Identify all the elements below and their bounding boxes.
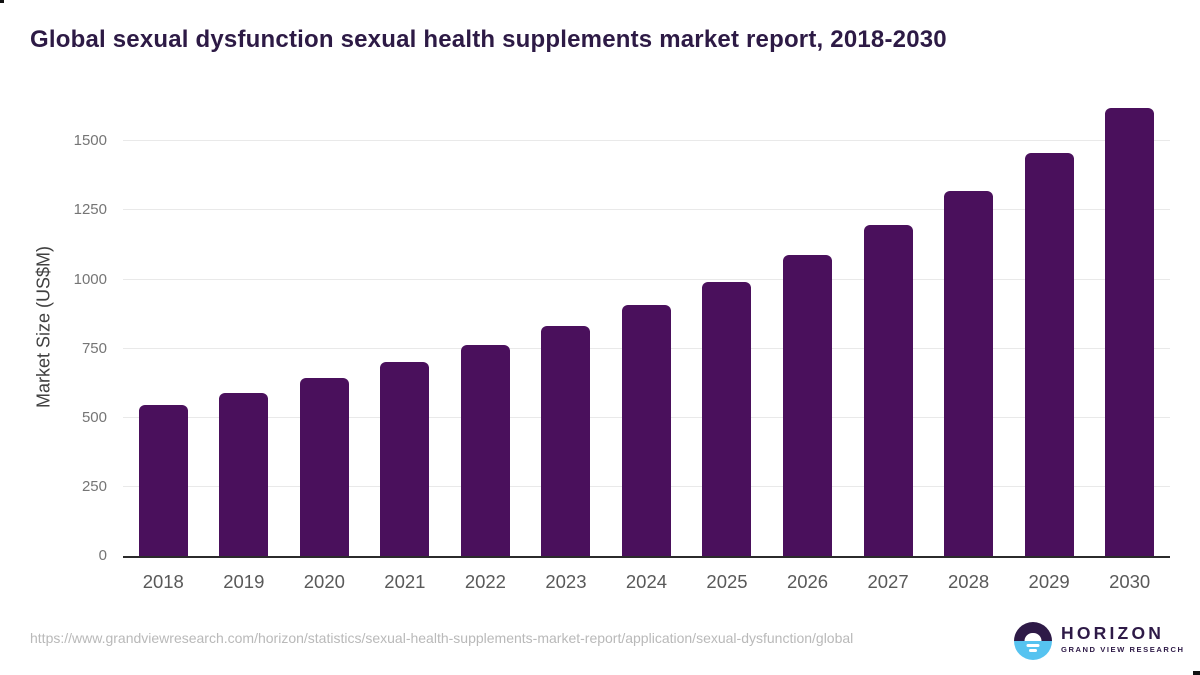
bar-group-2021: 2021 xyxy=(365,95,446,592)
logo-tagline: GRAND VIEW RESEARCH xyxy=(1061,645,1185,654)
bar-2025 xyxy=(702,282,752,556)
x-tick-2020: 2020 xyxy=(303,571,345,592)
gridline-1250 xyxy=(123,209,1170,211)
y-tick-750: 750 xyxy=(81,339,107,357)
bar-group-2030: 2030 xyxy=(1089,95,1170,592)
x-tick-2023: 2023 xyxy=(545,571,587,592)
x-tick-2021: 2021 xyxy=(384,571,426,592)
sun-icon xyxy=(1024,632,1042,641)
bar-2023 xyxy=(541,325,591,556)
bar-2022 xyxy=(460,345,510,556)
bar-group-2019: 2019 xyxy=(204,95,285,592)
bar-group-2025: 2025 xyxy=(687,95,768,592)
bars-layer: 2018 2019 2020 2021 2022 2023 2024 2025 2026 2027… xyxy=(123,95,1170,592)
x-tick-2024: 2024 xyxy=(625,571,668,592)
y-tick-0: 0 xyxy=(98,547,107,564)
horizon-logo-icon xyxy=(1014,622,1052,660)
bar-group-2029: 2029 xyxy=(1009,95,1090,592)
x-tick-2026: 2026 xyxy=(786,571,829,592)
y-tick-250: 250 xyxy=(81,477,107,495)
sun-reflection-icon xyxy=(1026,643,1040,647)
x-tick-2028: 2028 xyxy=(948,571,990,592)
x-tick-2018: 2018 xyxy=(142,571,184,592)
bar-2029 xyxy=(1024,152,1074,556)
bar-2021 xyxy=(380,362,430,556)
page-title: Global sexual dysfunction sexual health … xyxy=(30,26,947,53)
sun-reflection-icon xyxy=(1029,649,1037,652)
bar-2026 xyxy=(783,254,833,556)
bar-2020 xyxy=(299,378,349,556)
gridline-1000 xyxy=(123,278,1170,280)
bar-group-2028: 2028 xyxy=(928,95,1009,592)
bar-2030 xyxy=(1105,108,1155,556)
x-tick-2025: 2025 xyxy=(706,571,748,592)
x-tick-2019: 2019 xyxy=(223,571,265,592)
top-left-corner-mark xyxy=(0,0,4,3)
logo-brand-name: HORIZON xyxy=(1061,623,1165,643)
x-tick-2030: 2030 xyxy=(1109,571,1151,592)
x-tick-2027: 2027 xyxy=(867,571,909,592)
y-tick-500: 500 xyxy=(81,408,107,426)
bar-chart-plot-area: 0 250 500 750 1000 1250 1500 2018 2019 2020 2021 2… xyxy=(74,95,1170,592)
y-tick-1000: 1000 xyxy=(73,270,107,288)
horizon-logo: HORIZON GRAND VIEW RESEARCH xyxy=(1014,622,1185,660)
bar-2028 xyxy=(944,191,994,556)
x-tick-2022: 2022 xyxy=(464,571,506,592)
bar-group-2022: 2022 xyxy=(445,95,526,592)
x-tick-2029: 2029 xyxy=(1028,571,1070,592)
bar-group-2027: 2027 xyxy=(848,95,929,592)
bar-group-2020: 2020 xyxy=(284,95,365,592)
horizon-logo-text: HORIZON GRAND VIEW RESEARCH xyxy=(1061,622,1185,654)
bar-group-2026: 2026 xyxy=(767,95,848,592)
bar-2018 xyxy=(138,405,188,556)
y-tick-1250: 1250 xyxy=(73,201,107,219)
bar-group-2018: 2018 xyxy=(123,95,204,592)
bar-2024 xyxy=(621,305,671,556)
bottom-right-corner-mark xyxy=(1193,671,1200,675)
bar-2019 xyxy=(219,393,269,556)
gridline-1500 xyxy=(123,140,1170,142)
bar-2027 xyxy=(863,224,913,556)
bar-group-2023: 2023 xyxy=(526,95,607,592)
y-tick-1500: 1500 xyxy=(73,132,107,150)
bar-group-2024: 2024 xyxy=(606,95,687,592)
source-url-text: https://www.grandviewresearch.com/horizo… xyxy=(30,630,854,646)
